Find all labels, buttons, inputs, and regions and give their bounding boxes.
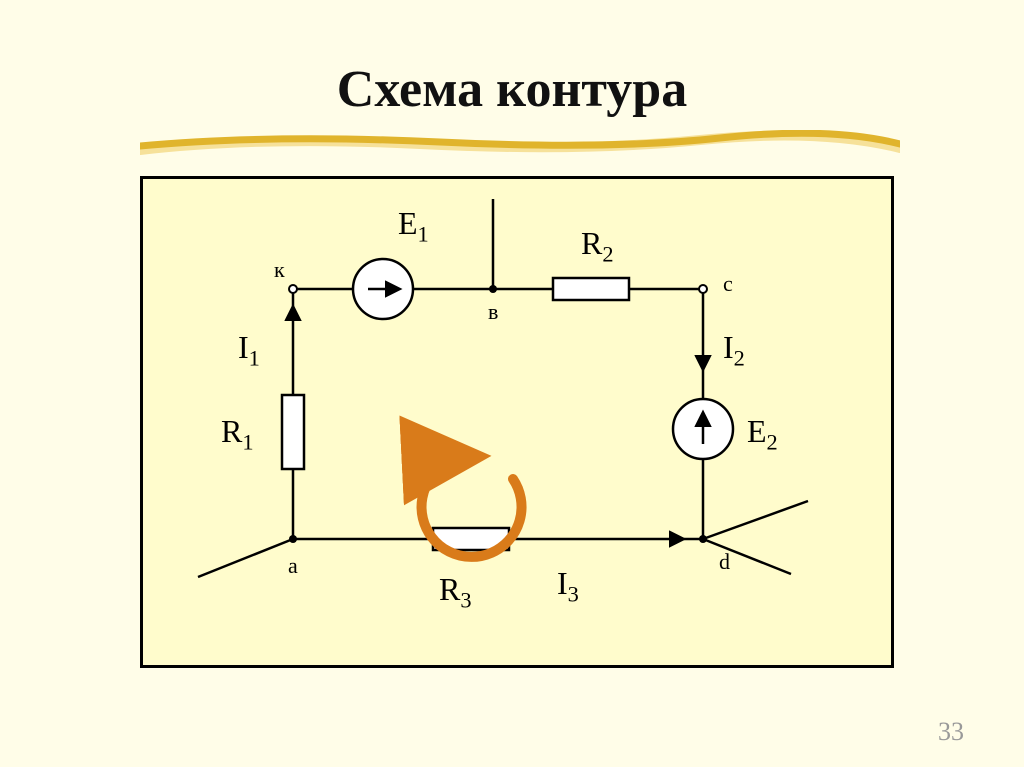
node-a xyxy=(289,535,297,543)
label-r2: R2 xyxy=(581,225,614,267)
node-v xyxy=(489,285,497,293)
label-e2: E2 xyxy=(747,413,778,455)
node-label-c: с xyxy=(723,271,733,297)
node-label-k: к xyxy=(274,257,285,283)
page-title: Схема контура xyxy=(0,60,1024,119)
node-label-v: в xyxy=(488,299,498,325)
label-i3: I3 xyxy=(557,565,579,607)
node-k xyxy=(289,285,297,293)
circuit-svg xyxy=(143,179,891,665)
node-d xyxy=(699,535,707,543)
label-r1: R1 xyxy=(221,413,254,455)
label-r3: R3 xyxy=(439,571,472,613)
node-label-d: d xyxy=(719,549,730,575)
page-number: 33 xyxy=(938,717,964,747)
title-underline xyxy=(140,130,900,160)
node-c xyxy=(699,285,707,293)
circuit-frame: E1 R2 I1 I2 R1 E2 R3 I3 к в с a d xyxy=(140,176,894,668)
resistor-r2 xyxy=(553,278,629,300)
label-i1: I1 xyxy=(238,329,260,371)
node-label-a: a xyxy=(288,553,298,579)
label-i2: I2 xyxy=(723,329,745,371)
label-e1: E1 xyxy=(398,205,429,247)
resistor-r1 xyxy=(282,395,304,469)
